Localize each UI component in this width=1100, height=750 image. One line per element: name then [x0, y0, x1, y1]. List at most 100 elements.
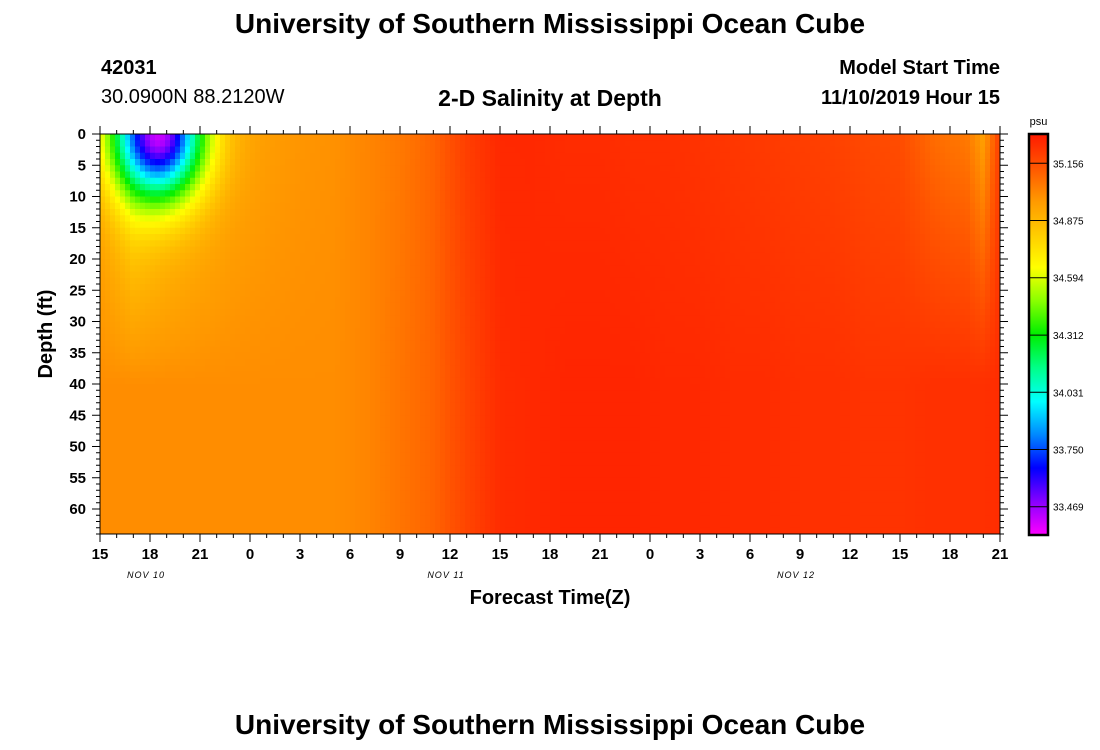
heatmap-cell: [260, 265, 266, 272]
heatmap-cell: [180, 502, 186, 510]
heatmap-cell: [235, 502, 241, 510]
heatmap-cell: [380, 171, 386, 179]
heatmap-cell: [430, 521, 436, 529]
heatmap-cell: [440, 434, 446, 441]
heatmap-cell: [305, 171, 311, 179]
heatmap-cell: [460, 390, 466, 397]
heatmap-cell: [130, 240, 136, 247]
heatmap-cell: [115, 452, 121, 460]
heatmap-cell: [320, 234, 326, 241]
heatmap-cell: [425, 471, 431, 479]
heatmap-cell: [345, 215, 351, 222]
heatmap-cell: [440, 146, 446, 154]
heatmap-cell: [235, 159, 241, 166]
heatmap-cell: [160, 134, 166, 141]
heatmap-cell: [100, 402, 106, 410]
heatmap-cell: [390, 259, 396, 266]
heatmap-cell: [125, 140, 131, 147]
heatmap-cell: [330, 359, 336, 366]
heatmap-cell: [395, 302, 401, 310]
heatmap-cell: [455, 477, 461, 485]
heatmap-cell: [280, 159, 286, 166]
heatmap-cell: [425, 252, 431, 260]
heatmap-cell: [480, 409, 486, 416]
heatmap-cell: [460, 177, 466, 185]
heatmap-cell: [155, 165, 161, 172]
heatmap-cell: [240, 521, 246, 529]
heatmap-cell: [285, 146, 291, 154]
heatmap-cell: [385, 246, 391, 254]
heatmap-cell: [415, 421, 421, 429]
heatmap-cell: [405, 240, 411, 247]
heatmap-cell: [385, 177, 391, 185]
heatmap-cell: [105, 502, 111, 510]
heatmap-cell: [390, 321, 396, 329]
heatmap-cell: [370, 196, 376, 204]
heatmap-cell: [430, 140, 436, 147]
heatmap-cell: [355, 215, 361, 222]
heatmap-cell: [350, 415, 356, 422]
heatmap-cell: [205, 371, 211, 379]
heatmap-cell: [285, 165, 291, 172]
heatmap-cell: [380, 334, 386, 341]
heatmap-cell: [300, 452, 306, 460]
heatmap-cell: [340, 377, 346, 385]
heatmap-cell: [235, 359, 241, 366]
heatmap-cell: [245, 365, 251, 372]
heatmap-cell: [345, 290, 351, 297]
heatmap-cell: [465, 334, 471, 341]
heatmap-cell: [125, 509, 131, 516]
heatmap-cell: [435, 277, 441, 285]
heatmap-cell: [185, 427, 191, 435]
heatmap-cell: [140, 384, 146, 391]
heatmap-cell: [460, 252, 466, 260]
heatmap-cell: [230, 177, 236, 185]
heatmap-cell: [280, 265, 286, 272]
heatmap-cell: [120, 327, 126, 335]
heatmap-cell: [300, 284, 306, 291]
heatmap-cell: [275, 527, 281, 535]
heatmap-cell: [190, 396, 196, 404]
heatmap-cell: [235, 227, 241, 235]
heatmap-cell: [240, 252, 246, 260]
heatmap-cell: [275, 465, 281, 472]
heatmap-cell: [435, 490, 441, 497]
heatmap-cell: [290, 440, 296, 447]
heatmap-cell: [190, 146, 196, 154]
heatmap-cell: [310, 202, 316, 210]
heatmap-cell: [400, 452, 406, 460]
heatmap-cell: [430, 165, 436, 172]
heatmap-cell: [310, 465, 316, 472]
heatmap-cell: [250, 346, 256, 354]
heatmap-cell: [180, 196, 186, 204]
heatmap-cell: [250, 490, 256, 497]
heatmap-cell: [110, 321, 116, 329]
heatmap-cell: [465, 271, 471, 279]
heatmap-cell: [275, 221, 281, 229]
heatmap-cell: [340, 371, 346, 379]
heatmap-cell: [185, 252, 191, 260]
heatmap-cell: [200, 277, 206, 285]
heatmap-cell: [265, 334, 271, 341]
heatmap-cell: [155, 409, 161, 416]
heatmap-cell: [135, 471, 141, 479]
heatmap-cell: [190, 446, 196, 454]
heatmap-cell: [440, 246, 446, 254]
heatmap-cell: [150, 190, 156, 197]
heatmap-cell: [410, 434, 416, 441]
heatmap-cell: [260, 371, 266, 379]
heatmap-cell: [290, 490, 296, 497]
heatmap-cell: [175, 321, 181, 329]
heatmap-cell: [175, 271, 181, 279]
heatmap-cell: [300, 277, 306, 285]
heatmap-cell: [305, 521, 311, 529]
heatmap-cell: [420, 327, 426, 335]
heatmap-cell: [435, 246, 441, 254]
heatmap-cell: [285, 296, 291, 304]
heatmap-cell: [460, 415, 466, 422]
heatmap-cell: [320, 190, 326, 197]
heatmap-cell: [185, 365, 191, 372]
heatmap-cell: [290, 340, 296, 347]
heatmap-cell: [420, 352, 426, 360]
heatmap-cell: [125, 440, 131, 447]
